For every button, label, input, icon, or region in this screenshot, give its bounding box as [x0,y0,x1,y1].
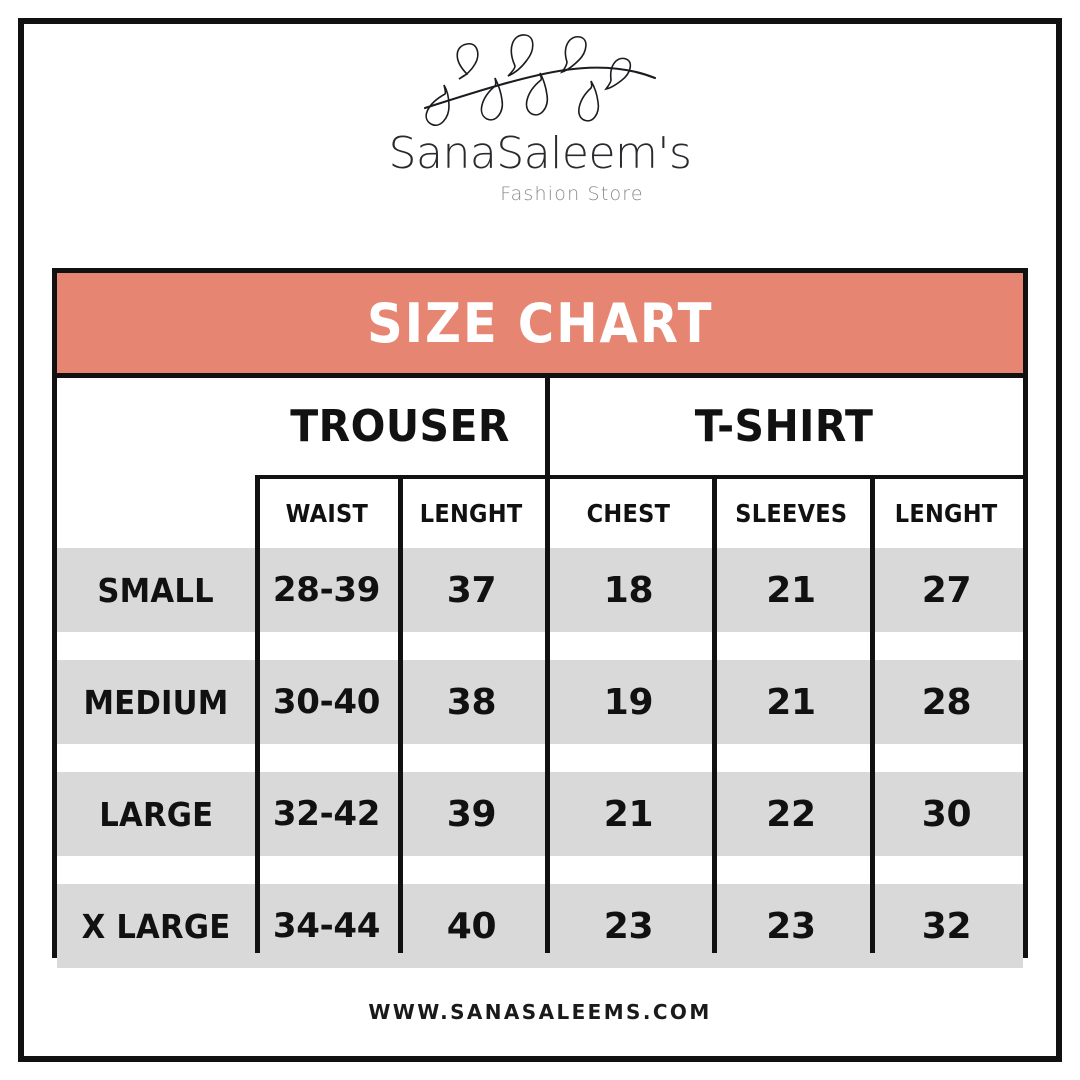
cell-value-waist: 28-39 [272,570,381,610]
subheader-trouser-lenght: LENGHT [398,479,545,548]
cell-size: MEDIUM [83,682,229,722]
subheader-waist: WAIST [255,479,398,548]
cell-value-sleeves: 23 [766,905,816,947]
subheader-row: WAIST LENGHT CHEST SLEEVES LENGHT [57,479,1023,548]
cell-sleeves: 21 [712,660,870,744]
cell-value-chest: 21 [603,793,654,835]
cell-trouser-lenght: 38 [398,660,545,744]
cell-value-sleeves: 21 [766,569,816,611]
table-grid: TROUSER T-SHIRT WAIST LENGHT CHEST [57,378,1023,968]
cell-trouser-lenght: 37 [398,548,545,632]
footer: WWW.SANASALEEMS.COM [0,1000,1080,1024]
cell-value-sleeves: 21 [766,681,816,723]
cell-trouser-lenght: 39 [398,772,545,856]
cell-waist: 34-44 [255,884,398,968]
cell-value-trouser-lenght: 38 [446,681,497,723]
website-url: WWW.SANASALEEMS.COM [368,1000,712,1024]
row-band-small [57,548,1023,632]
cell-value-chest: 19 [603,681,654,723]
leaf-branch-icon [423,34,657,126]
brand-tagline: Fashion Store [500,183,644,205]
column-rule-waist [255,475,260,953]
cell-size: LARGE [98,794,214,834]
table-row: MEDIUM 30-40 38 19 21 28 [57,660,1023,744]
brand-logo: SanaSaleem's Fashion Store [0,30,1080,205]
column-rule-trouser-lenght [398,475,403,953]
cell-chest: 18 [545,548,712,632]
cell-trouser-lenght: 40 [398,884,545,968]
group-header-trouser: TROUSER [255,378,545,475]
cell-value-tshirt-lenght: 32 [921,905,972,947]
column-rule-sleeves [712,475,717,953]
subheader-tshirt-lenght: LENGHT [870,479,1023,548]
cell-tshirt-lenght: 32 [870,884,1023,968]
cell-sleeves: 21 [712,548,870,632]
cell-value-chest: 23 [603,905,654,947]
cell-waist: 30-40 [255,660,398,744]
cell-chest: 21 [545,772,712,856]
group-label-trouser: TROUSER [290,401,510,452]
cell-tshirt-lenght: 27 [870,548,1023,632]
subheader-chest: CHEST [545,479,712,548]
subheader-sleeves: SLEEVES [712,479,870,548]
cell-value-waist: 30-40 [272,682,381,722]
cell-value-chest: 18 [603,569,654,611]
chart-title-band: SIZE CHART [57,273,1023,378]
row-size-label: LARGE [57,772,255,856]
brand-name: SanaSaleem's [388,128,692,179]
group-header-tshirt: T-SHIRT [545,378,1023,475]
column-rule-tshirt-lenght [870,475,875,953]
subheader-top-rule [255,475,1023,479]
table-row: X LARGE 34-44 40 23 23 32 [57,884,1023,968]
group-header-row: TROUSER T-SHIRT [57,378,1023,475]
row-band-large [57,772,1023,856]
cell-size: SMALL [97,570,215,610]
cell-sleeves: 22 [712,772,870,856]
row-band-xlarge [57,884,1023,968]
subheader-label-waist: WAIST [285,499,368,528]
table-row: LARGE 32-42 39 21 22 30 [57,772,1023,856]
table-row: SMALL 28-39 37 18 21 27 [57,548,1023,632]
page-title: SIZE CHART [366,291,714,355]
cell-value-trouser-lenght: 39 [446,793,497,835]
cell-value-tshirt-lenght: 28 [921,681,972,723]
cell-tshirt-lenght: 30 [870,772,1023,856]
subheader-label-tshirt-lenght: LENGHT [895,499,998,528]
cell-value-trouser-lenght: 37 [446,569,497,611]
cell-waist: 32-42 [255,772,398,856]
cell-chest: 23 [545,884,712,968]
cell-tshirt-lenght: 28 [870,660,1023,744]
subheader-label-trouser-lenght: LENGHT [420,499,523,528]
cell-size: X LARGE [81,906,231,946]
cell-value-waist: 32-42 [272,794,381,834]
cell-value-tshirt-lenght: 30 [921,793,972,835]
cell-chest: 19 [545,660,712,744]
size-chart-table: SIZE CHART TROUSER T-SHIRT [52,268,1028,968]
subheader-size [57,479,255,548]
group-label-tshirt: T-SHIRT [694,401,874,452]
cell-value-waist: 34-44 [272,906,381,946]
row-size-label: SMALL [57,548,255,632]
row-size-label: X LARGE [57,884,255,968]
cell-value-tshirt-lenght: 27 [921,569,972,611]
cell-value-sleeves: 22 [766,793,816,835]
group-header-spacer [57,378,255,475]
cell-waist: 28-39 [255,548,398,632]
cell-value-trouser-lenght: 40 [446,905,497,947]
column-rule-group-divider [545,378,550,953]
subheader-label-chest: CHEST [586,499,671,528]
cell-sleeves: 23 [712,884,870,968]
subheader-label-sleeves: SLEEVES [734,499,848,528]
row-band-medium [57,660,1023,744]
row-size-label: MEDIUM [57,660,255,744]
